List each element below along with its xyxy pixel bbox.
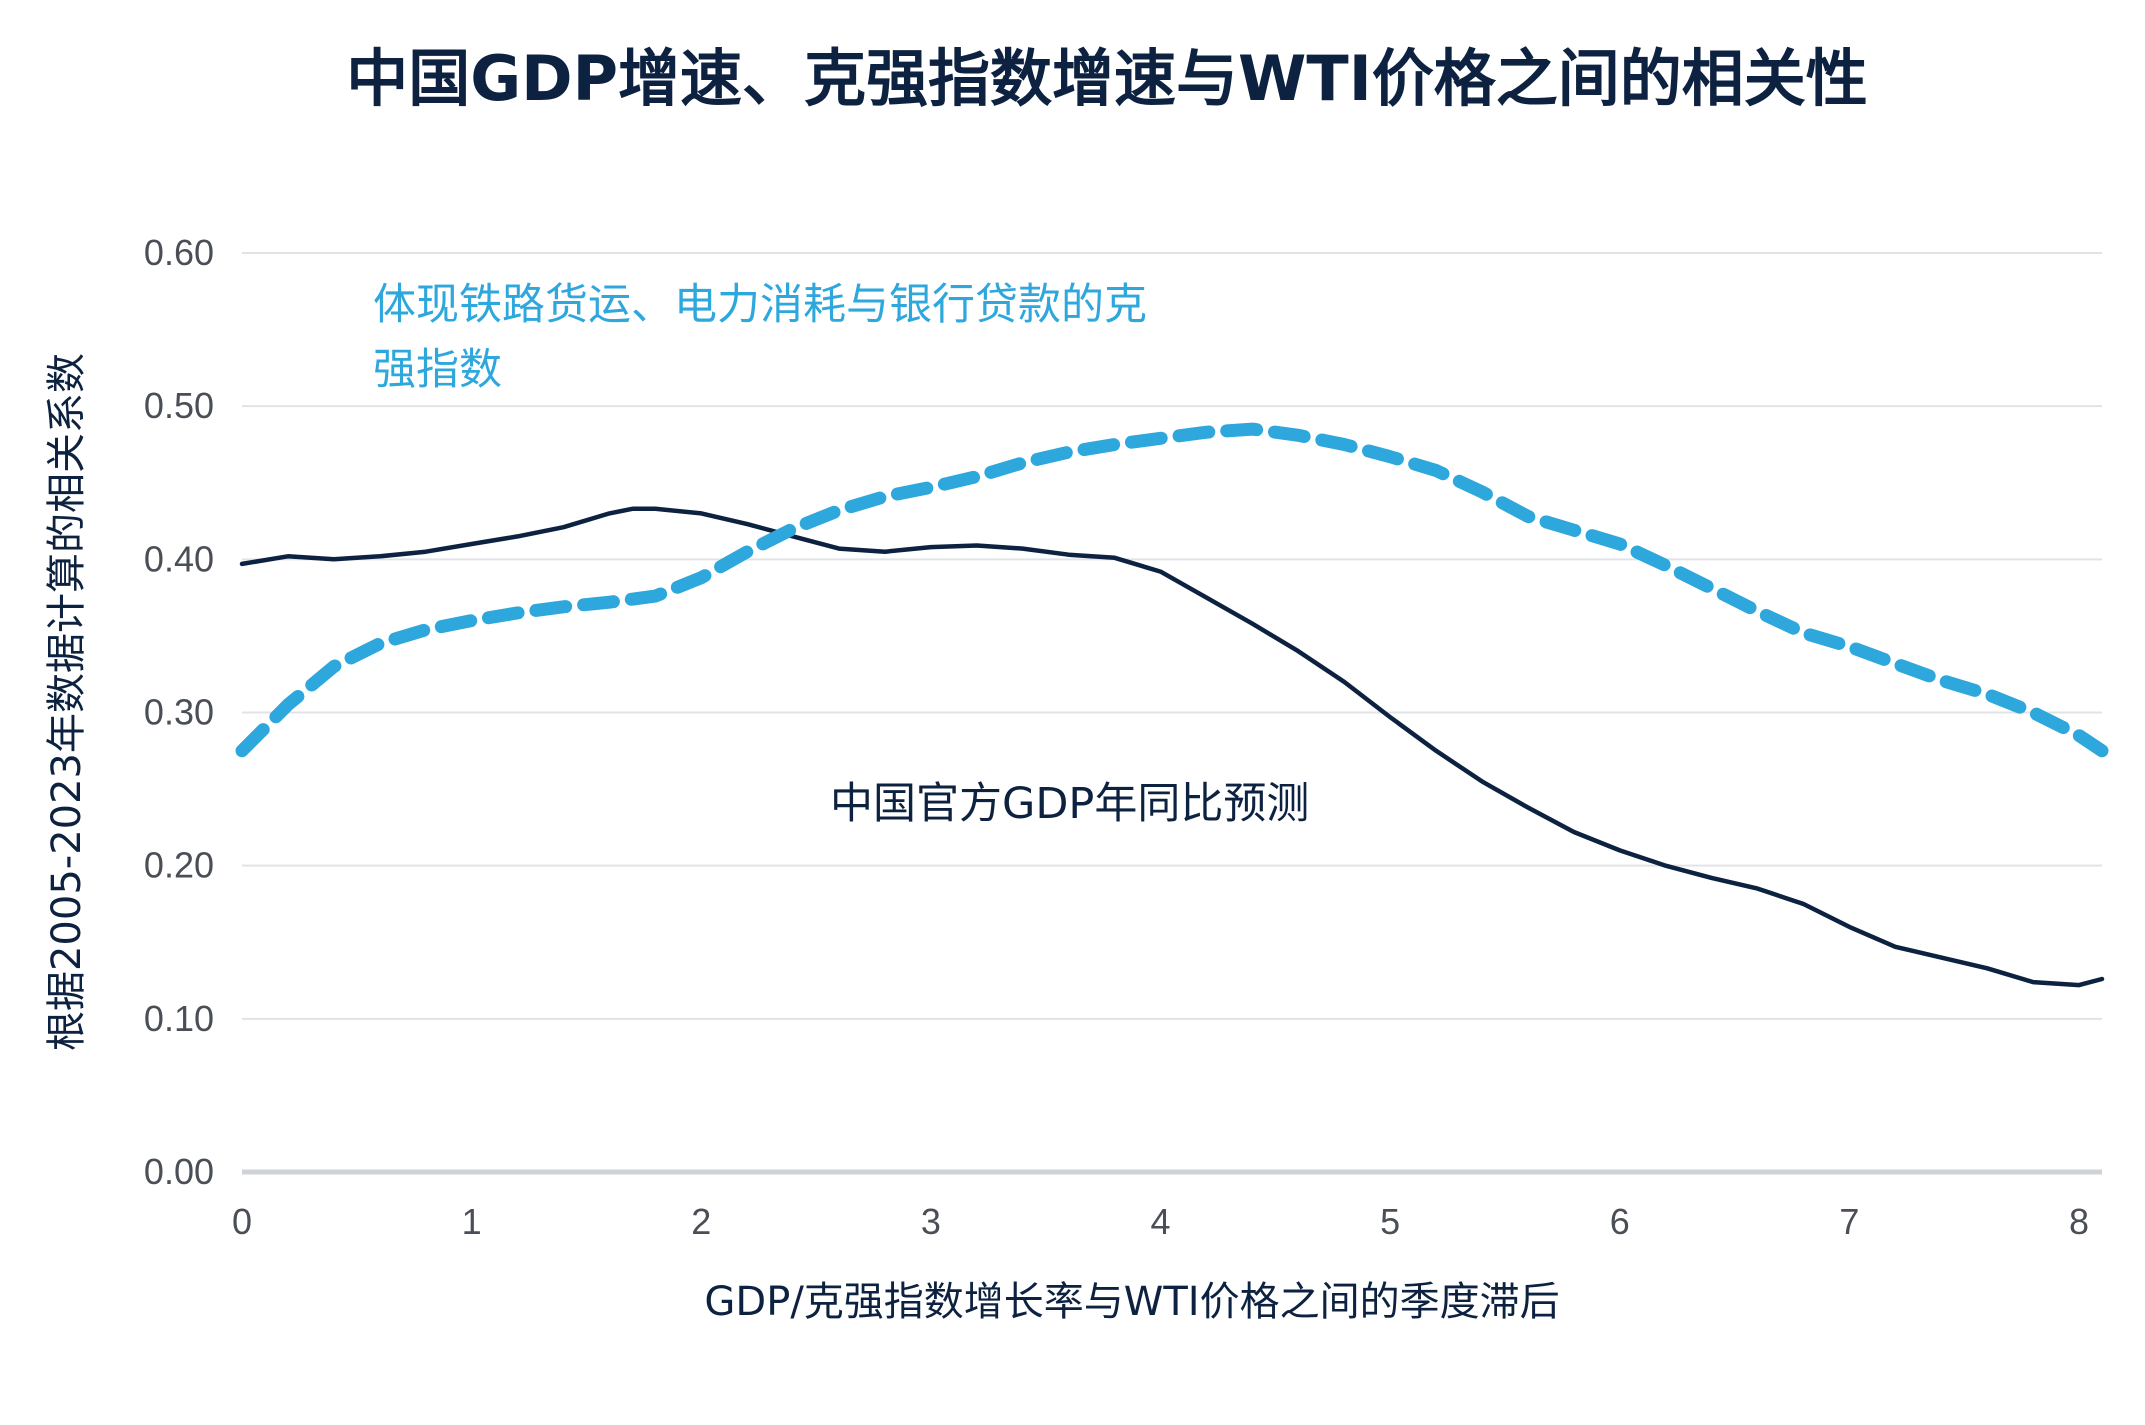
y-tick-label: 0.20 xyxy=(144,845,214,886)
x-axis-title: GDP/克强指数增长率与WTI价格之间的季度滞后 xyxy=(704,1279,1559,1325)
y-tick-label: 0.10 xyxy=(144,998,214,1039)
x-tick-label: 1 xyxy=(462,1201,482,1242)
series-layer xyxy=(235,422,2109,988)
x-tick-label: 0 xyxy=(232,1201,252,1242)
x-tick-label: 6 xyxy=(1610,1201,1630,1242)
x-tick-label: 7 xyxy=(1839,1201,1859,1242)
x-tick-label: 5 xyxy=(1380,1201,1400,1242)
y-axis-title: 根据2005-2023年数据计算的相关系数 xyxy=(44,353,90,1051)
credit-index-label-line-1: 体现铁路货运、电力消耗与银行贷款的克 xyxy=(373,280,1147,330)
x-tick-labels: 0 1 2 3 4 5 6 7 8 xyxy=(232,1201,2089,1242)
y-tick-label: 0.60 xyxy=(144,232,214,273)
credit-index-label-line-2: 强指数 xyxy=(373,345,502,395)
x-tick-label: 8 xyxy=(2069,1201,2089,1242)
grid-layer xyxy=(242,252,2102,1175)
y-tick-label: 0.40 xyxy=(144,538,214,579)
y-tick-label: 0.00 xyxy=(144,1151,214,1192)
credit-index-line xyxy=(235,422,2109,758)
y-tick-labels: 0.00 0.10 0.20 0.30 0.40 0.50 0.60 xyxy=(144,232,214,1192)
x-tick-label: 3 xyxy=(921,1201,941,1242)
x-tick-label: 4 xyxy=(1151,1201,1171,1242)
gdp-forecast-line xyxy=(239,506,2105,988)
x-tick-label: 2 xyxy=(691,1201,711,1242)
chart-title: 中国GDP增速、克强指数增速与WTI价格之间的相关性 xyxy=(346,42,1868,115)
y-tick-label: 0.30 xyxy=(144,692,214,733)
gdp-forecast-label: 中国官方GDP年同比预测 xyxy=(830,779,1309,829)
y-tick-label: 0.50 xyxy=(144,385,214,426)
